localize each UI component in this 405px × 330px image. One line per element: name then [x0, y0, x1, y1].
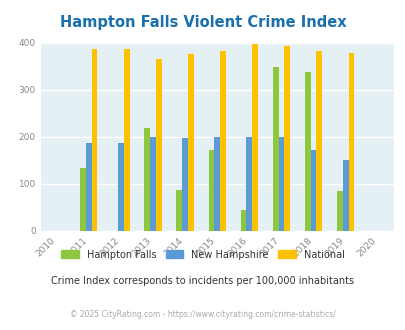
Bar: [86, 143, 92, 231]
Text: © 2025 CityRating.com - https://www.cityrating.com/crime-statistics/: © 2025 CityRating.com - https://www.city…: [70, 310, 335, 319]
Bar: [347, 53, 354, 231]
Bar: [240, 210, 246, 231]
Bar: [315, 51, 322, 231]
Bar: [214, 137, 220, 231]
Legend: Hampton Falls, New Hampshire, National: Hampton Falls, New Hampshire, National: [58, 246, 347, 264]
Bar: [310, 150, 315, 231]
Bar: [246, 137, 252, 231]
Bar: [188, 54, 193, 231]
Bar: [182, 138, 188, 231]
Bar: [342, 159, 347, 231]
Bar: [278, 137, 284, 231]
Bar: [284, 46, 290, 231]
Text: Hampton Falls Violent Crime Index: Hampton Falls Violent Crime Index: [60, 15, 345, 30]
Bar: [80, 168, 86, 231]
Bar: [156, 59, 161, 231]
Bar: [252, 44, 257, 231]
Bar: [144, 128, 150, 231]
Text: Crime Index corresponds to incidents per 100,000 inhabitants: Crime Index corresponds to incidents per…: [51, 276, 354, 286]
Bar: [220, 51, 225, 231]
Bar: [118, 143, 124, 231]
Bar: [150, 137, 156, 231]
Bar: [272, 67, 278, 231]
Bar: [208, 150, 214, 231]
Bar: [124, 49, 129, 231]
Bar: [336, 191, 342, 231]
Bar: [92, 49, 97, 231]
Bar: [176, 190, 182, 231]
Bar: [304, 72, 310, 231]
